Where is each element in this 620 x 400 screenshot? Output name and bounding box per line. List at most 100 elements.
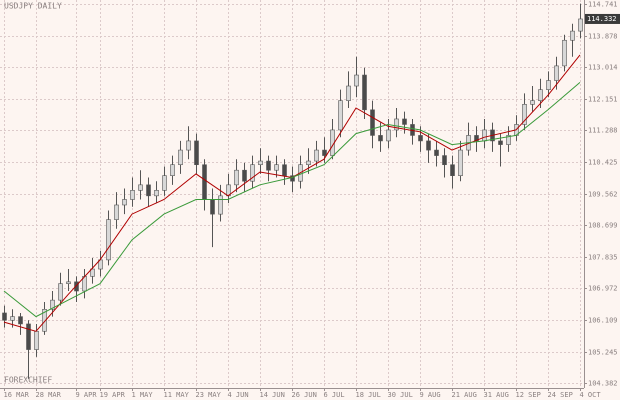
moving-average xyxy=(3,82,581,318)
x-tick-label: 14 JUN xyxy=(260,391,285,399)
candle-body xyxy=(2,312,7,321)
candle-body xyxy=(458,149,463,176)
candle-body xyxy=(58,283,63,301)
candle-body xyxy=(314,149,319,162)
candle-body xyxy=(498,140,503,145)
candle-body xyxy=(130,190,135,200)
candle-body xyxy=(450,164,455,176)
y-tick-label: 112.151 xyxy=(588,96,618,104)
candle-body xyxy=(506,135,511,145)
candle-body xyxy=(26,323,31,350)
candle-body xyxy=(274,164,279,171)
candle-body xyxy=(434,149,439,156)
y-tick-label: 108.699 xyxy=(588,222,618,230)
x-tick-label: 24 SEP xyxy=(548,391,573,399)
candle-body xyxy=(362,74,367,111)
x-tick-label: 6 JUL xyxy=(324,391,345,399)
candle-body xyxy=(186,140,191,151)
candle-body xyxy=(258,160,263,166)
candle-body xyxy=(10,316,15,321)
x-tick-label: 30 JUL xyxy=(388,391,413,399)
candle-body xyxy=(370,109,375,136)
candle-body xyxy=(66,281,71,284)
candle-body xyxy=(474,135,479,142)
x-tick-label: 31 AUG xyxy=(484,391,509,399)
candle-body xyxy=(50,299,55,310)
candle-body xyxy=(90,268,95,277)
y-tick-label: 106.972 xyxy=(588,285,618,293)
candle-body xyxy=(210,199,215,215)
candle-body xyxy=(74,281,79,292)
candle-body xyxy=(426,140,431,151)
candle-body xyxy=(546,80,551,90)
last-price-box xyxy=(585,13,620,24)
candle-body xyxy=(378,135,383,142)
candle-body xyxy=(322,149,327,156)
candle-body xyxy=(34,330,39,350)
x-tick-label: 1 MAY xyxy=(132,391,154,399)
candle-body xyxy=(442,155,447,166)
x-tick-label: 28 MAR xyxy=(36,391,62,399)
candle-body xyxy=(42,309,47,332)
y-tick-label: 110.425 xyxy=(588,159,618,167)
candle-body xyxy=(266,160,271,171)
candle-body xyxy=(114,204,119,220)
candle-body xyxy=(194,140,199,166)
candle-body xyxy=(570,30,575,41)
chart-title: USDJPY DAILY xyxy=(4,2,62,11)
x-tick-label: 18 JUL xyxy=(356,391,381,399)
candle-body xyxy=(242,169,247,182)
x-tick-label: 9 AUG xyxy=(420,391,441,399)
x-tick-label: 4 JUN xyxy=(228,391,249,399)
candle-body xyxy=(538,89,543,101)
candle-body xyxy=(346,85,351,101)
watermark: FOREXCHIEF xyxy=(4,376,52,385)
x-tick-label: 26 JUN xyxy=(292,391,317,399)
y-tick-label: 113.014 xyxy=(588,64,618,72)
y-tick-label: 105.245 xyxy=(588,349,618,357)
candle-body xyxy=(218,195,223,215)
candle-body xyxy=(122,199,127,206)
y-tick-label: 109.562 xyxy=(588,191,618,199)
last-price-label: 114.332 xyxy=(587,15,617,23)
y-tick-label: 106.109 xyxy=(588,317,618,325)
candle-body xyxy=(394,118,399,131)
x-tick-label: 11 MAY xyxy=(164,391,190,399)
candle-body xyxy=(306,160,311,166)
candle-body xyxy=(290,175,295,182)
y-tick-label: 104.382 xyxy=(588,380,618,388)
y-tick-label: 111.288 xyxy=(588,127,618,135)
y-tick-label: 113.878 xyxy=(588,33,618,41)
candle-body xyxy=(202,164,207,200)
x-tick-label: 19 APR xyxy=(100,391,126,399)
x-tick-label: 23 MAY xyxy=(196,391,222,399)
x-tick-label: 12 SEP xyxy=(516,391,541,399)
candle-body xyxy=(522,104,527,125)
candle-body xyxy=(562,39,567,67)
candle-body xyxy=(530,100,535,105)
candle-body xyxy=(162,175,167,191)
x-tick-label: 21 AUG xyxy=(452,391,477,399)
candle-body xyxy=(482,129,487,142)
candle-body xyxy=(354,74,359,87)
candle-body xyxy=(338,100,343,131)
x-tick-label: 4 OCT xyxy=(580,391,602,399)
candle-body xyxy=(138,184,143,191)
candle-body xyxy=(578,18,583,32)
candle-body xyxy=(418,135,423,142)
candle-body xyxy=(554,65,559,81)
candle-body xyxy=(386,129,391,142)
candle-body xyxy=(106,219,111,261)
candle-body xyxy=(234,169,239,186)
y-tick-label: 107.835 xyxy=(588,254,618,262)
candle-body xyxy=(402,118,407,125)
candle-body xyxy=(154,190,159,197)
candle-body xyxy=(146,184,151,197)
candle-body xyxy=(170,164,175,176)
x-tick-label: 16 MAR xyxy=(4,391,30,399)
candle-body xyxy=(18,316,23,325)
candle-body xyxy=(282,164,287,176)
plot xyxy=(2,3,583,379)
